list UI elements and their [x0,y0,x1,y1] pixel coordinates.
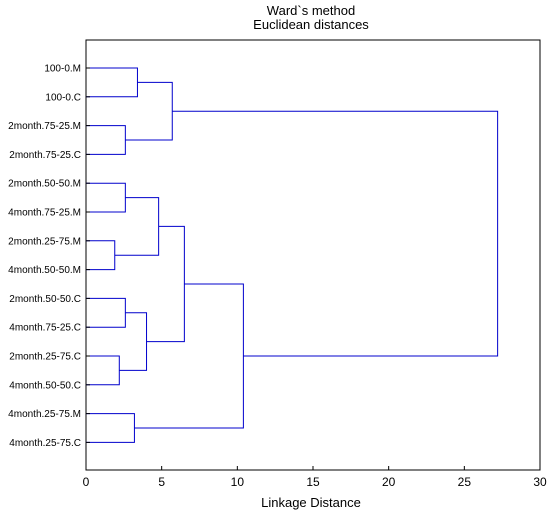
leaf-label: 4month.75-25.M [8,208,81,219]
x-tick-label: 20 [382,475,396,489]
leaf-label: 4month.25-75.M [8,409,81,420]
leaf-label: 4month.50-50.M [8,265,81,276]
leaf-label: 100-0.C [45,92,81,103]
link-c10 [146,225,185,343]
link-c8 [86,355,120,386]
x-tick-label: 0 [83,475,90,489]
x-tick-label: 10 [231,475,245,489]
leaf-label: 2month.50-50.M [8,179,81,190]
leaf-label: 2month.25-75.M [8,236,81,247]
link-c12 [134,283,244,429]
chart-title: Ward`s method [267,3,355,18]
link-c6 [114,197,160,256]
x-axis-ticks: 0 5 10 15 20 25 30 [83,466,547,489]
x-tick-label: 25 [458,475,472,489]
x-tick-label: 15 [306,475,320,489]
chart-subtitle: Euclidean distances [253,17,369,32]
link-c5 [86,240,116,271]
dendrogram-links [86,67,499,443]
link-c1 [86,67,138,98]
leaf-label: 4month.50-50.C [9,380,81,391]
leaf-label: 2month.25-75.C [9,352,81,363]
leaf-label: 2month.50-50.C [9,294,81,305]
leaf-labels: 100-0.M 100-0.C 2month.75-25.M 2month.75-25… [8,64,90,449]
link-c9 [119,312,148,371]
link-c4 [86,182,126,213]
x-tick-label: 30 [533,475,547,489]
link-c2 [86,125,126,155]
leaf-label: 100-0.M [44,64,81,75]
leaf-label: 4month.75-25.C [9,323,81,334]
link-c7 [86,297,126,328]
link-c13 [172,110,499,357]
leaf-label: 2month.75-25.C [9,150,81,161]
leaf-label: 4month.25-75.C [9,438,81,449]
x-axis-label: Linkage Distance [261,495,361,510]
leaf-label: 2month.75-25.M [8,121,81,132]
link-c3 [125,81,173,141]
link-c11 [86,413,135,443]
x-tick-label: 5 [158,475,165,489]
